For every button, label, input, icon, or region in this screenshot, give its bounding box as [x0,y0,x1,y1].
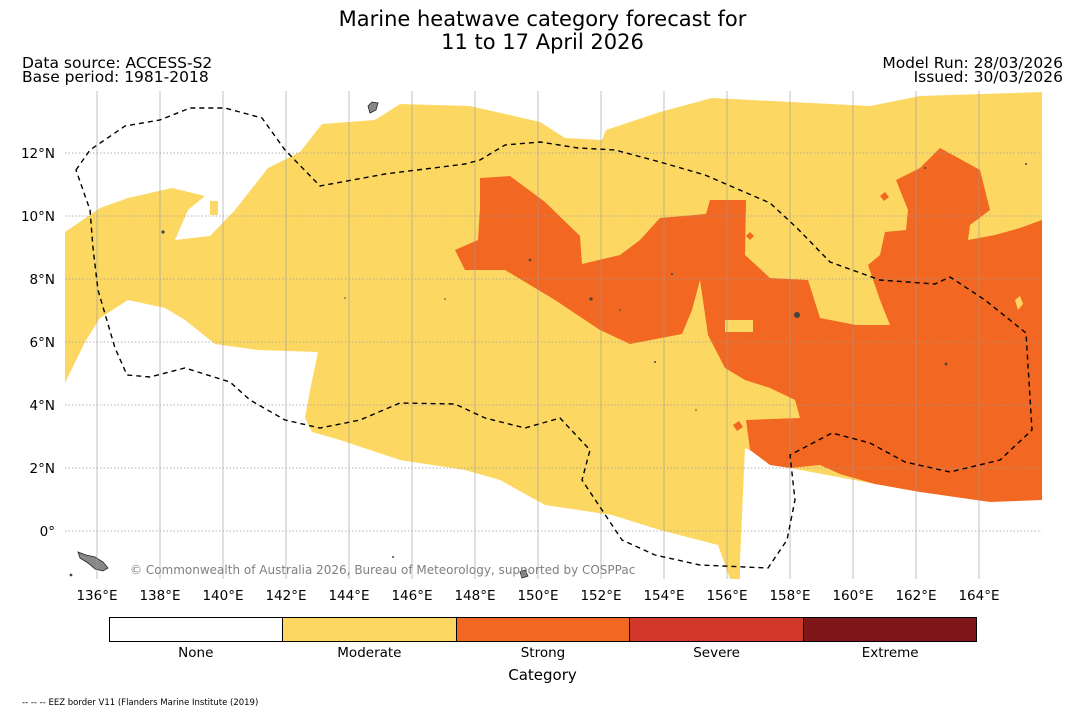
x-axis-labels: 136°E 138°E 140°E 142°E 144°E 146°E 148°E 150°E… [76,588,999,604]
island-land [77,551,109,572]
moderate-patch [725,320,753,332]
y-axis-labels: 12°N 10°N 8°N 6°N 4°N 2°N 0° [21,146,55,540]
x-tick-label: 154°E [643,588,684,604]
y-tick-label: 10°N [21,209,55,225]
title-line-2: 11 to 17 April 2026 [441,30,644,54]
legend-label: Moderate [337,645,402,661]
strong-patch [733,421,743,431]
legend-label: Strong [520,645,566,661]
x-tick-label: 142°E [265,588,306,604]
legend-label: None [178,645,214,661]
issued-date: Issued: 30/03/2026 [913,68,1063,86]
map-credit: © Commonwealth of Australia 2026, Bureau… [130,563,635,577]
x-tick-label: 148°E [454,588,495,604]
eez-border [75,107,1033,569]
x-tick-label: 152°E [580,588,621,604]
eez-note: -- -- -- EEZ border V11 (Flanders Marine… [22,698,259,708]
title-line-1: Marine heatwave category forecast for [338,7,747,31]
map-title: Marine heatwave category forecast for 11… [0,8,1085,54]
y-tick-label: 12°N [21,146,55,162]
island-land [519,569,529,579]
x-tick-label: 162°E [895,588,936,604]
y-tick-label: 0° [40,524,55,540]
strong-patch [746,232,754,240]
legend-swatch [110,618,284,641]
island-land [367,101,379,114]
x-tick-label: 136°E [76,588,117,604]
y-tick-label: 8°N [30,272,55,288]
moderate-patch [1015,296,1023,310]
x-tick-label: 158°E [769,588,810,604]
legend-swatch [456,618,631,641]
x-tick-label: 144°E [328,588,369,604]
model-run: Model Run: 28/03/2026 [882,54,1063,72]
y-tick-label: 4°N [30,398,55,414]
x-tick-label: 138°E [139,588,180,604]
x-tick-label: 150°E [517,588,558,604]
legend-label: Extreme [861,645,919,661]
legend-colorbar [109,617,977,642]
strong-patch [880,192,889,201]
x-tick-label: 164°E [958,588,999,604]
data-source: Data source: ACCESS-S2 [22,54,213,72]
gridlines [65,91,1042,579]
legend-label: Severe [693,645,740,661]
moderate-patch [210,201,218,215]
x-tick-label: 156°E [706,588,747,604]
y-tick-label: 6°N [30,335,55,351]
meta-left: Data source: ACCESS-S2 Base period: 1981… [22,54,213,86]
legend-title: Category [508,666,577,684]
y-tick-label: 2°N [30,461,55,477]
x-tick-label: 160°E [832,588,873,604]
legend-labels: None Moderate Strong Severe Extreme [109,645,977,661]
base-period: Base period: 1981-2018 [22,68,209,86]
x-tick-label: 146°E [391,588,432,604]
legend-swatch [630,618,804,641]
legend-swatch [283,618,457,641]
x-tick-label: 140°E [202,588,243,604]
meta-right: Model Run: 28/03/2026 Issued: 30/03/2026 [882,54,1063,86]
legend-swatch [803,618,977,641]
island-dots [69,163,1027,577]
